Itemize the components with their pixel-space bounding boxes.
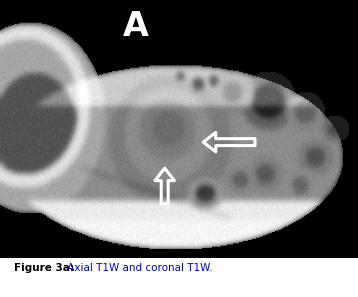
Text: A: A: [123, 10, 149, 43]
Text: Axial T1W and coronal T1W.: Axial T1W and coronal T1W.: [64, 263, 212, 273]
Text: Figure 3a:: Figure 3a:: [14, 263, 74, 273]
